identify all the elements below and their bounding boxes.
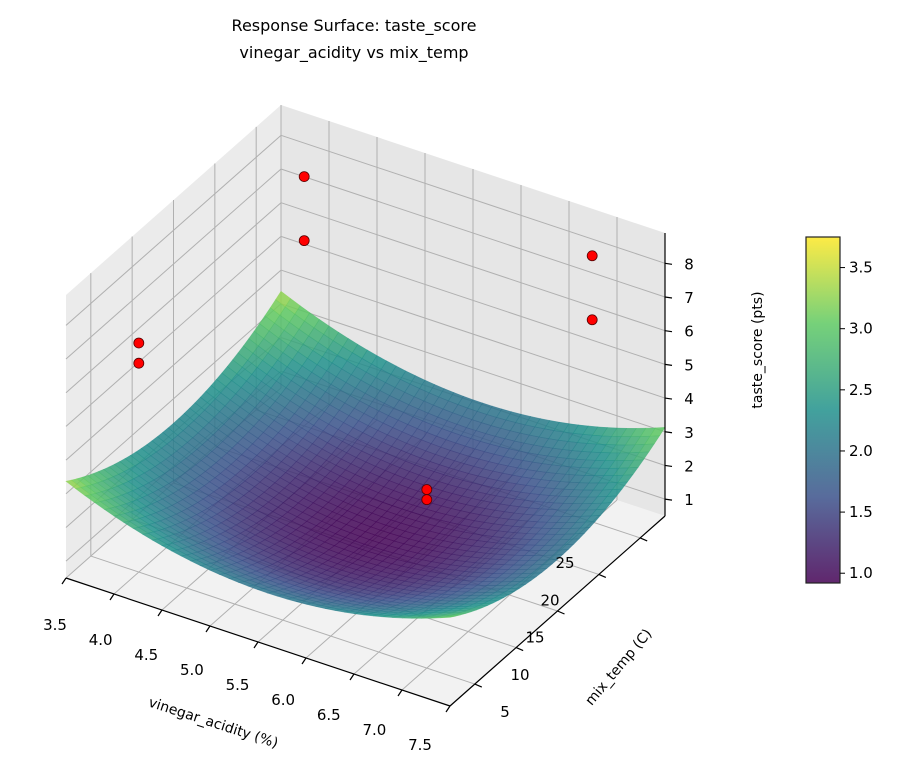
data-point	[298, 235, 310, 247]
left-gridline	[65, 303, 282, 495]
left-gridline	[65, 236, 282, 427]
y-tick	[639, 537, 648, 542]
x-tick	[397, 689, 403, 697]
back-gridline	[280, 134, 666, 264]
x-axis-label: vinegar_acidity (%)	[146, 695, 280, 752]
axes: 3.5 4.0 4.5 5.0 5.5 6.0 6.5 7.0 7.5 5 10 15 20 25 1 2 3 4…	[43, 233, 694, 754]
x-tick	[253, 641, 259, 649]
x-tick-label: 6.5	[317, 706, 341, 724]
x-tick	[205, 625, 211, 633]
back-gridline	[280, 202, 666, 332]
z-tick-label: 6	[684, 323, 694, 341]
data-point	[421, 484, 433, 495]
x-tick-label: 6.0	[271, 691, 295, 709]
chart-title: Response Surface: taste_score	[232, 16, 477, 36]
x-tick-label: 5.0	[180, 661, 204, 679]
y-tick-label: 10	[510, 666, 529, 684]
colorbar-tick-label: 2.5	[849, 381, 873, 399]
surface-facet	[440, 615, 456, 619]
colorbar: 1.0 1.5 2.0 2.5 3.0 3.5	[805, 236, 873, 584]
z-tick	[664, 431, 673, 434]
y-tick	[474, 683, 483, 688]
chart-subtitle: vinegar_acidity vs mix_temp	[239, 43, 468, 63]
z-tick	[664, 363, 673, 366]
y-tick	[515, 646, 524, 652]
y-tick-label: 15	[525, 629, 544, 647]
colorbar-tick-label: 3.0	[849, 320, 873, 338]
left-gridline	[65, 168, 282, 360]
left-gridline	[65, 202, 282, 394]
z-tick-label: 4	[684, 390, 694, 408]
z-tick	[664, 262, 673, 265]
z-tick	[664, 397, 673, 400]
x-tick-label: 5.5	[226, 676, 250, 694]
back-gridline	[280, 168, 666, 298]
x-tick	[445, 705, 451, 713]
data-point	[586, 314, 598, 326]
y-tick	[557, 610, 565, 615]
x-tick-label: 4.5	[134, 646, 158, 664]
z-tick-label: 1	[684, 491, 694, 509]
x-tick	[349, 673, 355, 681]
z-tick-label: 7	[684, 289, 694, 307]
data-point	[586, 250, 598, 262]
z-tick-label: 2	[684, 457, 694, 475]
x-tick	[61, 577, 67, 585]
z-tick-label: 5	[684, 356, 694, 374]
data-point	[298, 171, 310, 183]
z-tick-label: 8	[684, 255, 694, 273]
x-tick	[301, 657, 307, 665]
x-tick-label: 7.5	[408, 736, 432, 754]
data-point	[421, 494, 433, 506]
y-axis-label: mix_temp (C)	[582, 626, 655, 709]
back-gridline	[280, 235, 666, 365]
z-axis-label: taste_score (pts)	[750, 291, 766, 408]
back-gridline	[280, 303, 666, 433]
colorbar-tick-label: 1.5	[849, 503, 873, 521]
z-tick	[664, 330, 673, 333]
colorbar-tick-label: 1.0	[849, 564, 873, 582]
x-tick-label: 4.0	[89, 631, 113, 649]
colorbar-tick-label: 3.5	[849, 259, 873, 277]
surface	[65, 290, 666, 619]
left-gridline	[65, 134, 282, 326]
colorbar-tick-label: 2.0	[849, 442, 873, 460]
data-point	[133, 357, 145, 369]
z-tick-label: 3	[684, 424, 694, 442]
y-tick-label: 5	[500, 703, 510, 721]
x-tick-label: 7.0	[362, 721, 386, 739]
x-tick	[109, 593, 115, 601]
z-tick	[664, 464, 673, 468]
x-tick-label: 3.5	[43, 616, 67, 634]
left-gridline	[65, 269, 282, 461]
y-tick-label: 20	[540, 591, 559, 609]
data-point	[133, 337, 145, 349]
z-tick	[664, 296, 673, 299]
data-points	[133, 171, 598, 506]
z-tick	[664, 498, 673, 501]
colorbar-gradient	[805, 236, 841, 584]
floor-gridline	[90, 555, 475, 685]
x-tick	[157, 609, 163, 617]
y-tick	[598, 573, 607, 579]
y-tick-label: 25	[555, 554, 574, 572]
back-gridline	[280, 269, 666, 399]
